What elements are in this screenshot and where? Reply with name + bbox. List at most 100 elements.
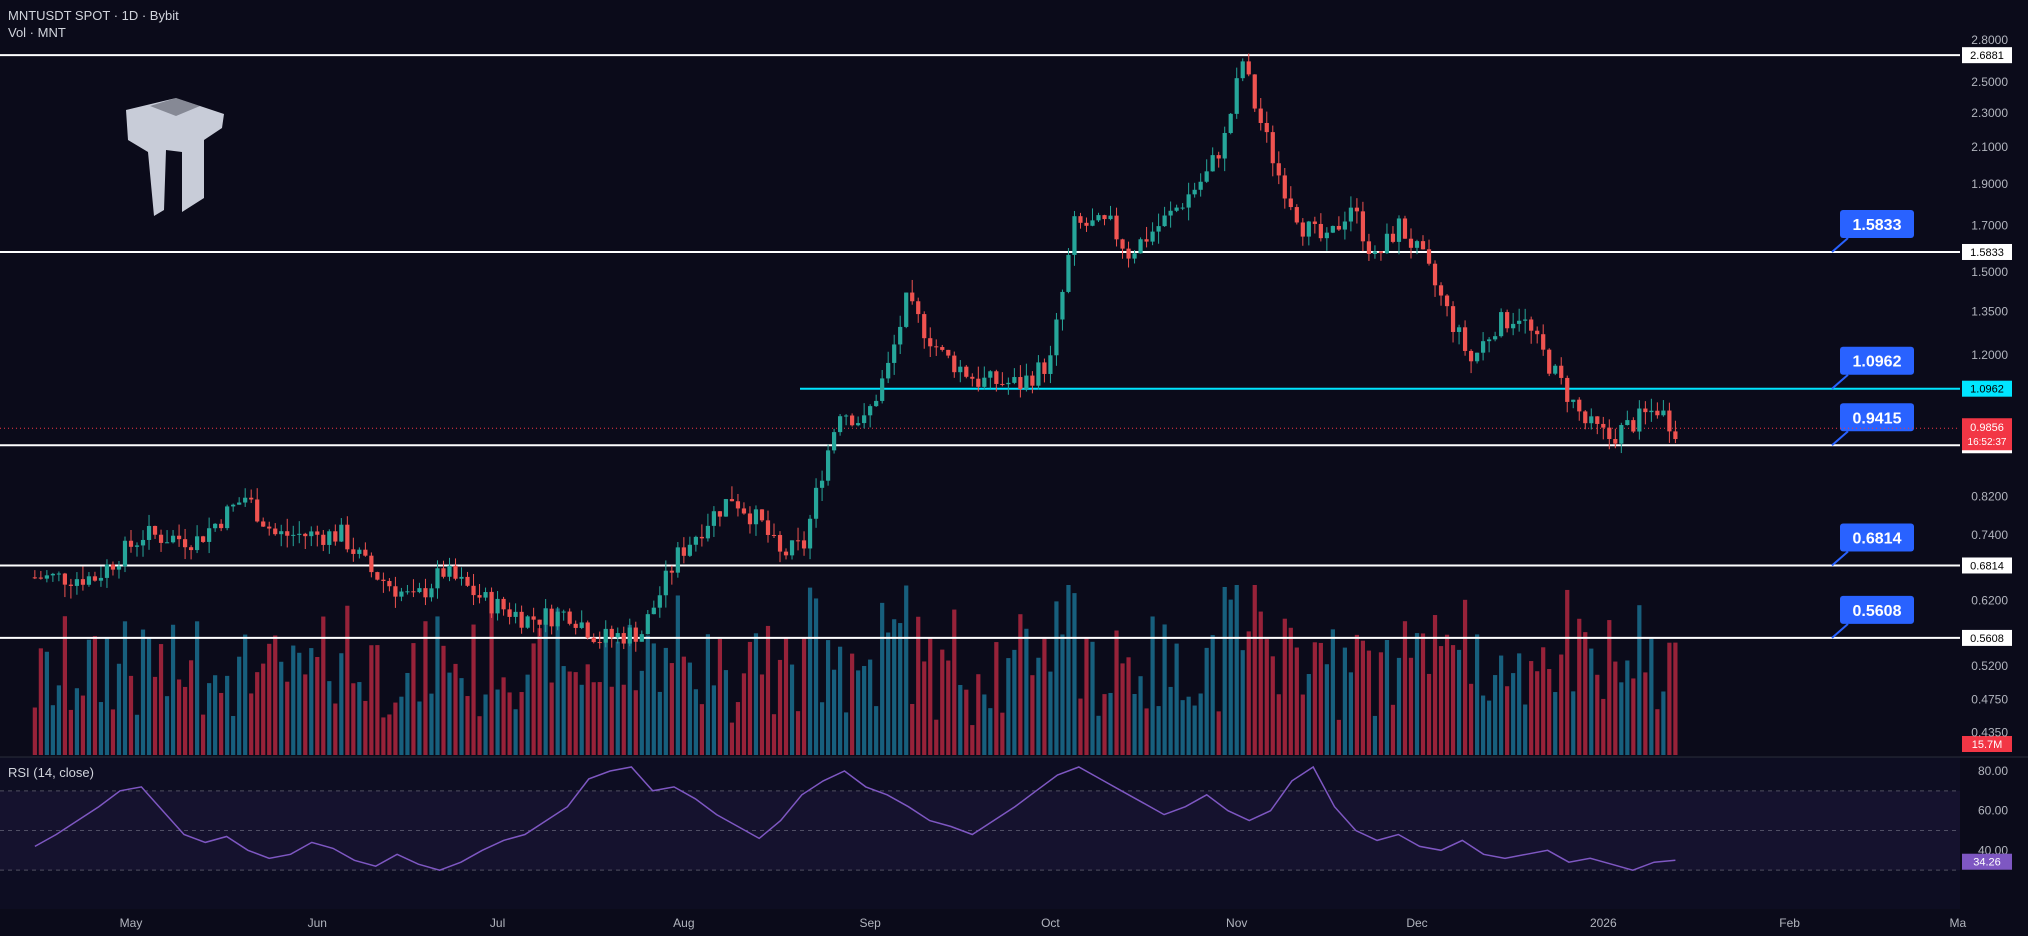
candle [1324, 227, 1329, 251]
volume-bar [789, 664, 795, 755]
candle-body [134, 545, 140, 547]
candle [585, 620, 590, 640]
candle [693, 535, 698, 552]
volume-bar [351, 683, 356, 755]
price-axis-tick: 0.4350 [1971, 725, 2008, 739]
candle [152, 525, 158, 539]
candle [483, 587, 488, 601]
candle [687, 536, 692, 558]
rsi-value-tag [1962, 853, 2012, 870]
candle [213, 523, 218, 532]
candle-body [1234, 78, 1239, 114]
time-axis-tick: Jul [490, 916, 505, 930]
candle-body [1066, 254, 1071, 292]
candle [609, 625, 614, 648]
candle [922, 311, 927, 349]
candle [1252, 74, 1257, 112]
candle [1024, 363, 1029, 392]
volume-bar [1090, 641, 1095, 755]
candle [164, 530, 170, 544]
candle-body [315, 531, 320, 535]
volume-bar [194, 621, 200, 755]
candle [1505, 309, 1510, 333]
candle [982, 366, 987, 390]
volume-bar [970, 725, 975, 755]
volume-bar [1144, 708, 1149, 755]
candle-body [128, 540, 134, 547]
volume-bar [411, 643, 416, 755]
volume-bar [1150, 616, 1155, 755]
candle-body [1511, 323, 1516, 329]
candle-body [62, 573, 68, 585]
candle [874, 394, 879, 407]
candle-body [729, 499, 735, 502]
candle [988, 370, 993, 389]
volume-bar [38, 648, 43, 755]
volume-bar [1048, 671, 1053, 755]
candle [627, 618, 632, 647]
candle-body [1228, 113, 1233, 133]
volume-bar [561, 666, 566, 755]
candle-body [759, 509, 765, 521]
candle [549, 604, 554, 635]
candle [856, 416, 861, 427]
volume-bar [62, 616, 68, 755]
volume-bar [958, 684, 963, 755]
rsi-panel-background [0, 757, 1960, 909]
candle-body [1414, 241, 1420, 248]
volume-bar [158, 644, 164, 755]
candle-body [1306, 221, 1311, 237]
volume-bar [621, 684, 626, 755]
candle-body [705, 525, 711, 539]
candle [525, 615, 530, 629]
candle [561, 609, 566, 621]
candle-body [182, 539, 188, 548]
candle [1390, 226, 1396, 244]
candle [970, 373, 975, 387]
candle [1378, 251, 1384, 261]
volume-bar [255, 672, 260, 755]
candle [122, 536, 128, 573]
volume-bar [1589, 648, 1594, 755]
candle [327, 529, 332, 554]
volume-bar [1084, 637, 1089, 755]
rsi-band-fill [0, 790, 1960, 871]
candle-body [898, 326, 903, 345]
volume-bar [1120, 663, 1125, 755]
candle-body [837, 416, 843, 433]
candle [345, 516, 350, 553]
candle-body [507, 609, 512, 617]
candle [994, 369, 999, 392]
volume-bar [537, 628, 542, 755]
candle [1222, 126, 1227, 172]
volume-bar [1096, 715, 1101, 755]
candle [1474, 352, 1480, 364]
candle [1450, 301, 1456, 343]
candle-body [561, 611, 566, 613]
candle [32, 570, 37, 580]
candle [441, 560, 446, 579]
candle-body [946, 349, 951, 356]
candle-body [579, 622, 584, 628]
candle-body [982, 377, 987, 387]
price-axis-tick: 0.4750 [1971, 693, 2008, 707]
candle-body [1553, 365, 1558, 374]
candle [1294, 204, 1299, 225]
candle [393, 576, 398, 608]
candle-body [249, 497, 254, 500]
time-axis-tick: Jun [308, 916, 327, 930]
volume-bar [303, 674, 308, 755]
volume-bar [134, 714, 140, 755]
rsi-line [34, 765, 1676, 871]
volume-bar [285, 681, 290, 755]
volume-bar [1619, 682, 1624, 755]
candle-body [1547, 349, 1552, 374]
candle-body [777, 534, 783, 552]
candle [249, 489, 254, 503]
candle-body [1444, 295, 1450, 307]
candle [952, 351, 957, 378]
candle [1216, 151, 1221, 168]
level-price-tag [1962, 557, 2012, 574]
candle [976, 366, 981, 392]
